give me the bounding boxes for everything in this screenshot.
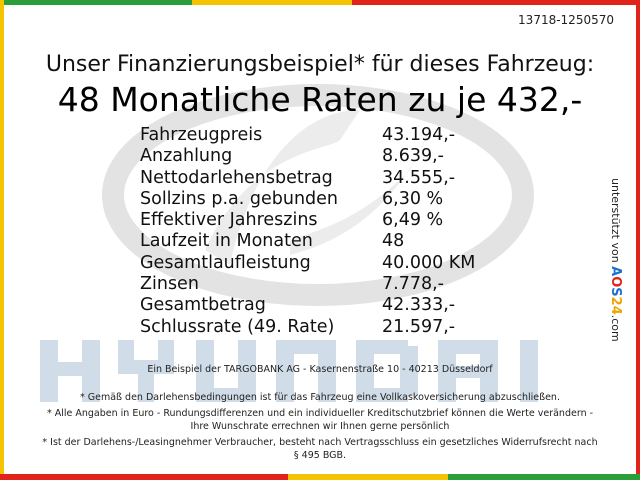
brand-letter-o: O [608, 276, 623, 288]
row-label: Effektiver Jahreszins [140, 210, 318, 231]
brand-letter-a: A [608, 266, 623, 277]
row-value: 40.000 KM [382, 252, 476, 273]
bank-footer: Ein Beispiel der TARGOBANK AG - Kasernen… [147, 364, 493, 375]
reference-number: 13718-1250570 [518, 13, 614, 27]
brand-number: 24 [608, 296, 623, 315]
row-label: Gesamtlaufleistung [140, 252, 311, 273]
row-label: Sollzins p.a. gebunden [140, 188, 339, 209]
row-value: 43.194,- [382, 125, 456, 145]
row-value: 6,30 % [382, 188, 444, 209]
row-label: Fahrzeugpreis [140, 125, 263, 145]
row-label: Schlussrate (49. Rate) [140, 316, 335, 337]
row-value: 7.778,- [382, 274, 444, 295]
row-value: 21.597,- [382, 316, 456, 337]
sponsor-brand: AOS24 [608, 266, 623, 315]
row-value: 6,49 % [382, 210, 444, 231]
bottom-color-bar [0, 474, 640, 480]
row-value: 34.555,- [382, 167, 456, 188]
row-label: Anzahlung [140, 146, 233, 167]
top-color-bar [0, 0, 640, 5]
row-label: Laufzeit in Monaten [140, 231, 313, 252]
row-label: Nettodarlehensbetrag [140, 167, 333, 188]
monthly-rate-title: 48 Monatliche Raten zu je 432,- [57, 80, 583, 119]
left-color-edge [0, 0, 4, 480]
row-label: Zinsen [140, 274, 199, 295]
row-value: 8.639,- [382, 146, 444, 167]
sponsor-prefix: unterstützt von [609, 178, 622, 263]
right-color-edge [636, 0, 640, 480]
financing-headline: Unser Finanzierungsbeispiel* für dieses … [45, 52, 595, 77]
sponsor-vertical-text: unterstützt von AOS24.com [605, 178, 625, 348]
footnote-euro: * Alle Angaben in Euro - Rundungsdiffere… [46, 408, 594, 432]
row-label: Gesamtbetrag [140, 295, 266, 316]
brand-letter-s: S [608, 287, 623, 297]
footnotes: * Gemäß den Darlehensbedingungen ist für… [40, 391, 600, 465]
row-value: 42.333,- [382, 295, 456, 316]
row-value: 48 [382, 231, 405, 252]
sponsor-suffix: .com [609, 314, 622, 342]
footnote-insurance: * Gemäß den Darlehensbedingungen ist für… [80, 392, 560, 403]
footnote-withdrawal: * Ist der Darlehens-/Leasingnehmer Verbr… [42, 437, 598, 461]
